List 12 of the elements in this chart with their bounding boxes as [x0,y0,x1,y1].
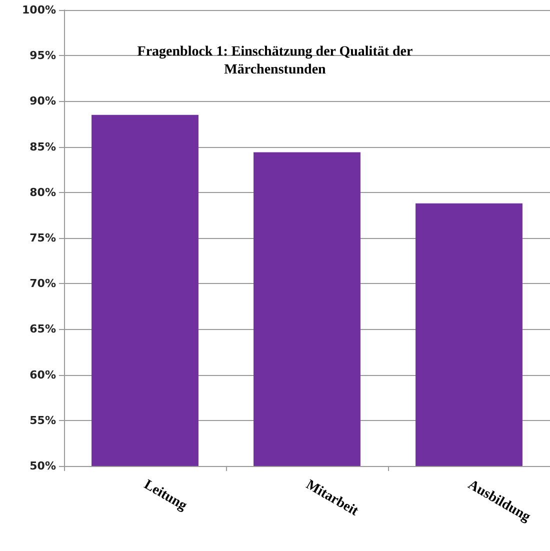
y-tick-label: 70% [30,277,56,290]
y-tick-label: 100% [22,4,56,16]
y-tick-label: 90% [30,94,56,108]
y-tick-label: 55% [30,414,56,427]
y-tick-label: 50% [30,460,56,472]
y-tick-label: 60% [30,368,56,382]
y-tick-label: 95% [30,49,56,62]
y-tick-label: 75% [30,232,56,244]
y-tick-label: 80% [30,186,56,199]
text: Fragenblock 1: Einschätzung der Qualität der Märchenstunden [137,44,413,78]
y-tick-label: 65% [30,322,56,336]
y-tick-label: 85% [30,140,56,154]
